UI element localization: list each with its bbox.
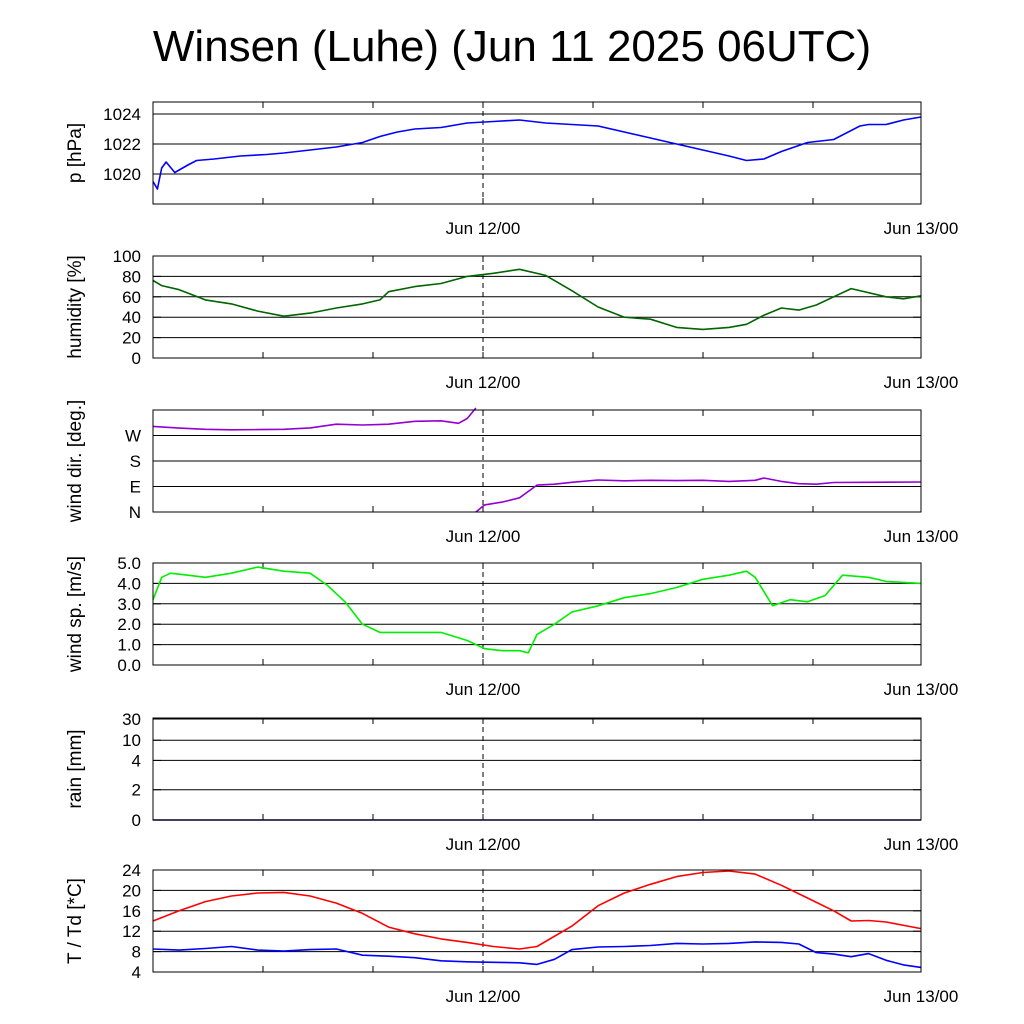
series-line-2-0 [152,407,477,431]
y-axis-label: humidity [%] [65,255,86,358]
panel-frame [152,562,922,666]
y-axis-label: wind sp. [m/s] [65,556,86,673]
y-tick-label: 30 [122,710,141,729]
x-tick-label: Jun 12/00 [446,373,521,392]
series-line-3-0 [152,566,922,654]
panel-frame [152,409,922,513]
y-tick-label: 5.0 [117,554,141,573]
y-tick-label: 100 [113,247,141,266]
y-tick-label: 4.0 [117,574,141,593]
panel-frame [152,869,922,973]
y-tick-label: 1.0 [117,636,141,655]
x-tick-label: Jun 12/00 [446,527,521,546]
y-tick-label: N [129,503,141,522]
y-tick-label: 10 [122,731,141,750]
panel-frame [152,101,922,205]
y-tick-label: W [125,427,141,446]
x-tick-label: Jun 13/00 [884,680,959,699]
y-tick-label: 4 [132,751,141,770]
series-line-5-0 [152,870,922,950]
y-tick-label: 1022 [103,135,141,154]
y-tick-label: 16 [122,902,141,921]
panel-frame [152,717,922,821]
y-tick-label: 40 [122,308,141,327]
chart-title: Winsen (Luhe) (Jun 11 2025 06UTC) [152,22,872,71]
y-tick-label: 24 [122,861,141,880]
y-tick-label: 0.0 [117,656,141,675]
y-tick-label: 8 [132,943,141,962]
y-tick-label: 2 [132,781,141,800]
y-tick-label: 20 [122,881,141,900]
y-tick-label: 0 [132,349,141,368]
y-tick-label: E [130,478,141,497]
series-line-5-1 [152,941,922,969]
y-tick-label: 80 [122,267,141,286]
series-line-0-0 [152,116,922,190]
y-tick-label: 2.0 [117,615,141,634]
y-tick-label: 12 [122,922,141,941]
x-tick-label: Jun 13/00 [884,219,959,238]
y-tick-label: 4 [132,963,141,982]
y-axis-label: wind dir. [deg.] [65,400,86,524]
y-tick-label: 1020 [103,165,141,184]
y-tick-label: 3.0 [117,595,141,614]
y-axis-label: rain [mm] [65,729,86,808]
y-tick-label: S [130,452,141,471]
x-tick-label: Jun 13/00 [884,987,959,1006]
x-tick-label: Jun 13/00 [884,527,959,546]
x-tick-label: Jun 12/00 [446,835,521,854]
y-tick-label: 20 [122,329,141,348]
x-tick-label: Jun 12/00 [446,680,521,699]
x-tick-label: Jun 12/00 [446,219,521,238]
y-axis-label: T / Td [*C] [65,878,86,964]
series-line-2-1 [475,477,922,513]
x-tick-label: Jun 13/00 [884,835,959,854]
x-tick-label: Jun 13/00 [884,373,959,392]
y-tick-label: 60 [122,288,141,307]
x-tick-label: Jun 12/00 [446,987,521,1006]
y-tick-label: 0 [132,811,141,830]
series-line-1-0 [152,268,922,331]
y-tick-label: 1024 [103,105,141,124]
y-axis-label: p [hPa] [65,123,86,183]
panel-frame [152,255,922,359]
